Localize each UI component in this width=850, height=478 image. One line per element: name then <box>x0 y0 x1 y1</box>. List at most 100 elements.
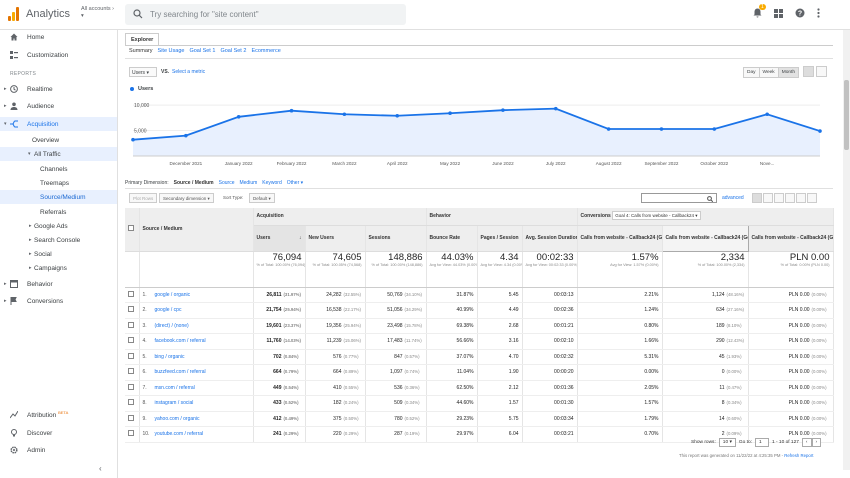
next-page-button[interactable]: › <box>811 438 822 447</box>
source-medium-link[interactable]: youtube.com / referral <box>154 431 204 438</box>
period-week-button[interactable]: Week <box>758 67 779 78</box>
row-checkbox[interactable] <box>128 399 134 406</box>
nav-home[interactable]: Home <box>0 30 117 44</box>
nav-campaigns[interactable]: ▸ Campaigns <box>29 264 67 272</box>
col-completions[interactable]: Calls from website - Callback24 (Goal 4 … <box>661 224 749 252</box>
nav-all-traffic[interactable]: ▾ All Traffic <box>0 147 117 161</box>
prev-page-button[interactable]: ‹ <box>801 438 812 447</box>
rows-per-page-select[interactable]: 10 ▾ <box>718 438 736 447</box>
performance-view-icon[interactable] <box>774 193 784 203</box>
apps-grid-icon[interactable] <box>774 8 783 20</box>
sort-type-dropdown[interactable]: Default ▾ <box>249 193 275 203</box>
nav-channels[interactable]: Channels <box>40 165 68 173</box>
source-medium-link[interactable]: instagram / social <box>154 400 194 407</box>
col-pages-session[interactable]: Pages / Session <box>477 225 523 252</box>
data-view-icon[interactable] <box>752 193 762 203</box>
row-checkbox[interactable] <box>128 430 134 437</box>
source-medium-link[interactable]: yahoo.com / organic <box>154 415 200 422</box>
advanced-filter-link[interactable]: advanced <box>722 195 744 201</box>
x-tick-label: December 2021 <box>170 161 203 166</box>
period-month-button[interactable]: Month <box>777 67 800 78</box>
percentage-view-icon[interactable] <box>763 193 773 203</box>
row-checkbox[interactable] <box>128 290 134 297</box>
subtab-ecommerce[interactable]: Ecommerce <box>251 48 281 54</box>
pivot-view-icon[interactable] <box>807 193 817 203</box>
line-chart-icon[interactable] <box>803 66 814 77</box>
nav-google-ads[interactable]: ▸ Google Ads <box>29 222 68 230</box>
page-scrollbar[interactable] <box>843 30 850 470</box>
row-checkbox[interactable] <box>128 321 134 328</box>
nav-conversions[interactable]: ▸ Conversions <box>4 297 64 305</box>
row-checkbox[interactable] <box>128 414 134 421</box>
select-all-checkbox[interactable] <box>128 225 134 232</box>
col-bounce-rate[interactable]: Bounce Rate <box>426 225 478 252</box>
source-medium-link[interactable]: facebook.com / referral <box>154 338 206 345</box>
source-medium-link[interactable]: bing / organic <box>154 353 185 360</box>
data-table: Source / Medium Acquisition Behavior Con… <box>125 208 834 443</box>
bell-icon[interactable]: 1 <box>753 4 766 20</box>
motion-chart-icon[interactable] <box>816 66 827 77</box>
col-conversion-rate[interactable]: Calls from website - Callback24 (Goal 4 … <box>577 225 663 252</box>
source-medium-link[interactable]: google / cpc <box>154 307 182 314</box>
subtab-site-usage[interactable]: Site Usage <box>157 48 185 54</box>
nav-search-console[interactable]: ▸ Search Console <box>29 236 81 244</box>
dimension-keyword[interactable]: Keyword <box>262 180 282 186</box>
row-checkbox[interactable] <box>128 306 134 313</box>
source-medium-link[interactable]: (direct) / (none) <box>154 322 189 329</box>
source-medium-link[interactable]: msn.com / referral <box>154 384 195 391</box>
expand-caret-icon: ▸ <box>29 237 32 243</box>
dimension-medium[interactable]: Medium <box>239 180 258 186</box>
search-box[interactable]: Try searching for "site content" <box>125 4 406 25</box>
nav-social[interactable]: ▸ Social <box>29 250 52 258</box>
refresh-report-link[interactable]: Refresh Report <box>784 453 814 458</box>
nav-overview[interactable]: Overview <box>32 136 60 144</box>
dimension-other[interactable]: Other ▾ <box>286 180 304 186</box>
search-icon[interactable] <box>707 196 713 202</box>
plot-rows-button[interactable]: Plot Rows <box>129 193 158 203</box>
collapse-sidebar-icon[interactable]: ‹ <box>99 464 102 473</box>
row-checkbox[interactable] <box>128 352 134 359</box>
col-sessions[interactable]: Sessions <box>365 225 427 252</box>
goal-dropdown[interactable]: Goal 4: Calls from website - Callback24 … <box>612 211 701 221</box>
term-cloud-icon[interactable] <box>796 193 806 203</box>
source-medium-link[interactable]: google / organic <box>154 291 191 298</box>
subtab-goal-set-1[interactable]: Goal Set 1 <box>189 48 216 54</box>
nav-realtime[interactable]: ▸ Realtime <box>4 85 53 93</box>
subtab-goal-set-2[interactable]: Goal Set 2 <box>220 48 247 54</box>
row-checkbox[interactable] <box>128 337 134 344</box>
dimension-source-medium[interactable]: Source / Medium <box>173 180 214 186</box>
col-new-users[interactable]: New Users <box>305 225 366 252</box>
subtab-summary[interactable]: Summary <box>129 48 153 54</box>
nav-acquisition[interactable]: ▾ Acquisition <box>0 117 117 131</box>
metric-dropdown[interactable]: Users ▾ <box>129 67 157 77</box>
secondary-dimension-dropdown[interactable]: Secondary dimension ▾ <box>159 193 214 203</box>
dimension-source[interactable]: Source <box>218 180 235 186</box>
comparison-view-icon[interactable] <box>785 193 795 203</box>
nav-source-medium[interactable]: Source/Medium <box>0 190 117 204</box>
col-users[interactable]: Users ↓ <box>253 225 306 252</box>
nav-audience[interactable]: ▸ Audience <box>4 102 55 110</box>
help-icon[interactable]: ? <box>795 8 805 20</box>
source-medium-link[interactable]: buzzfeed.com / referral <box>154 369 206 376</box>
table-filter-input[interactable] <box>641 193 717 203</box>
nav-treemaps[interactable]: Treemaps <box>40 179 70 187</box>
nav-discover[interactable]: Discover <box>0 426 117 440</box>
period-day-button[interactable]: Day <box>743 67 760 78</box>
col-source-medium[interactable]: Source / Medium <box>139 208 254 252</box>
table-row: 5. bing / organic 702 (0.84%) 576 (0.77%) 847(… <box>125 349 834 365</box>
scrollbar-thumb[interactable] <box>844 80 849 150</box>
col-avg-duration[interactable]: Avg. Session Duration <box>522 225 578 252</box>
nav-attribution[interactable]: Attribution BETA <box>0 408 117 422</box>
tab-explorer[interactable]: Explorer <box>125 33 160 46</box>
nav-behavior[interactable]: ▸ Behavior <box>4 280 53 288</box>
more-vert-icon[interactable] <box>817 8 820 20</box>
nav-customization[interactable]: Customization <box>0 48 117 62</box>
row-checkbox[interactable] <box>128 368 134 375</box>
select-metric-link[interactable]: Select a metric <box>172 69 206 75</box>
nav-referrals[interactable]: Referrals <box>40 208 67 216</box>
col-goal-value[interactable]: Calls from website - Callback24 (Goal 4 … <box>748 225 834 252</box>
nav-admin[interactable]: Admin <box>0 443 117 457</box>
account-selector[interactable]: All accounts › ▾ <box>81 6 115 19</box>
goto-page-input[interactable]: 1 <box>754 438 769 447</box>
row-checkbox[interactable] <box>128 383 134 390</box>
